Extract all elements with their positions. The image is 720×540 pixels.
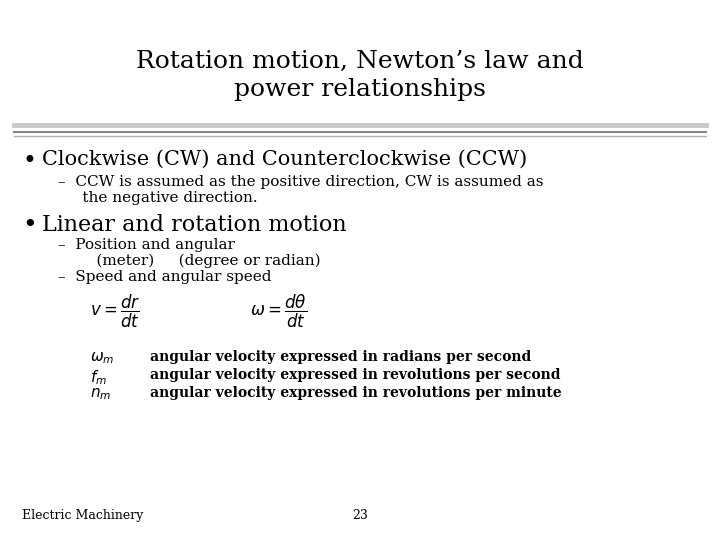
Text: •: • <box>22 150 36 173</box>
Text: power relationships: power relationships <box>234 78 486 101</box>
Text: –  CCW is assumed as the positive direction, CW is assumed as: – CCW is assumed as the positive directi… <box>58 175 544 189</box>
Text: angular velocity expressed in revolutions per second: angular velocity expressed in revolution… <box>150 368 560 382</box>
Text: $v = \dfrac{dr}{dt}$: $v = \dfrac{dr}{dt}$ <box>90 293 140 330</box>
Text: $\omega = \dfrac{d\theta}{dt}$: $\omega = \dfrac{d\theta}{dt}$ <box>250 293 307 330</box>
Text: $f_m$: $f_m$ <box>90 368 107 387</box>
Text: Electric Machinery: Electric Machinery <box>22 509 143 522</box>
Text: –  Speed and angular speed: – Speed and angular speed <box>58 270 271 284</box>
Text: $\omega_m$: $\omega_m$ <box>90 350 114 366</box>
Text: angular velocity expressed in revolutions per minute: angular velocity expressed in revolution… <box>150 386 562 400</box>
Text: Rotation motion, Newton’s law and: Rotation motion, Newton’s law and <box>136 50 584 73</box>
Text: –  Position and angular: – Position and angular <box>58 238 235 252</box>
Text: 23: 23 <box>352 509 368 522</box>
Text: •: • <box>22 214 37 237</box>
Text: Linear and rotation motion: Linear and rotation motion <box>42 214 346 236</box>
Text: (meter)     (degree or radian): (meter) (degree or radian) <box>72 254 320 268</box>
Text: $n_m$: $n_m$ <box>90 386 112 402</box>
Text: Clockwise (CW) and Counterclockwise (CCW): Clockwise (CW) and Counterclockwise (CCW… <box>42 150 527 169</box>
Text: the negative direction.: the negative direction. <box>58 191 258 205</box>
Text: angular velocity expressed in radians per second: angular velocity expressed in radians pe… <box>150 350 531 364</box>
